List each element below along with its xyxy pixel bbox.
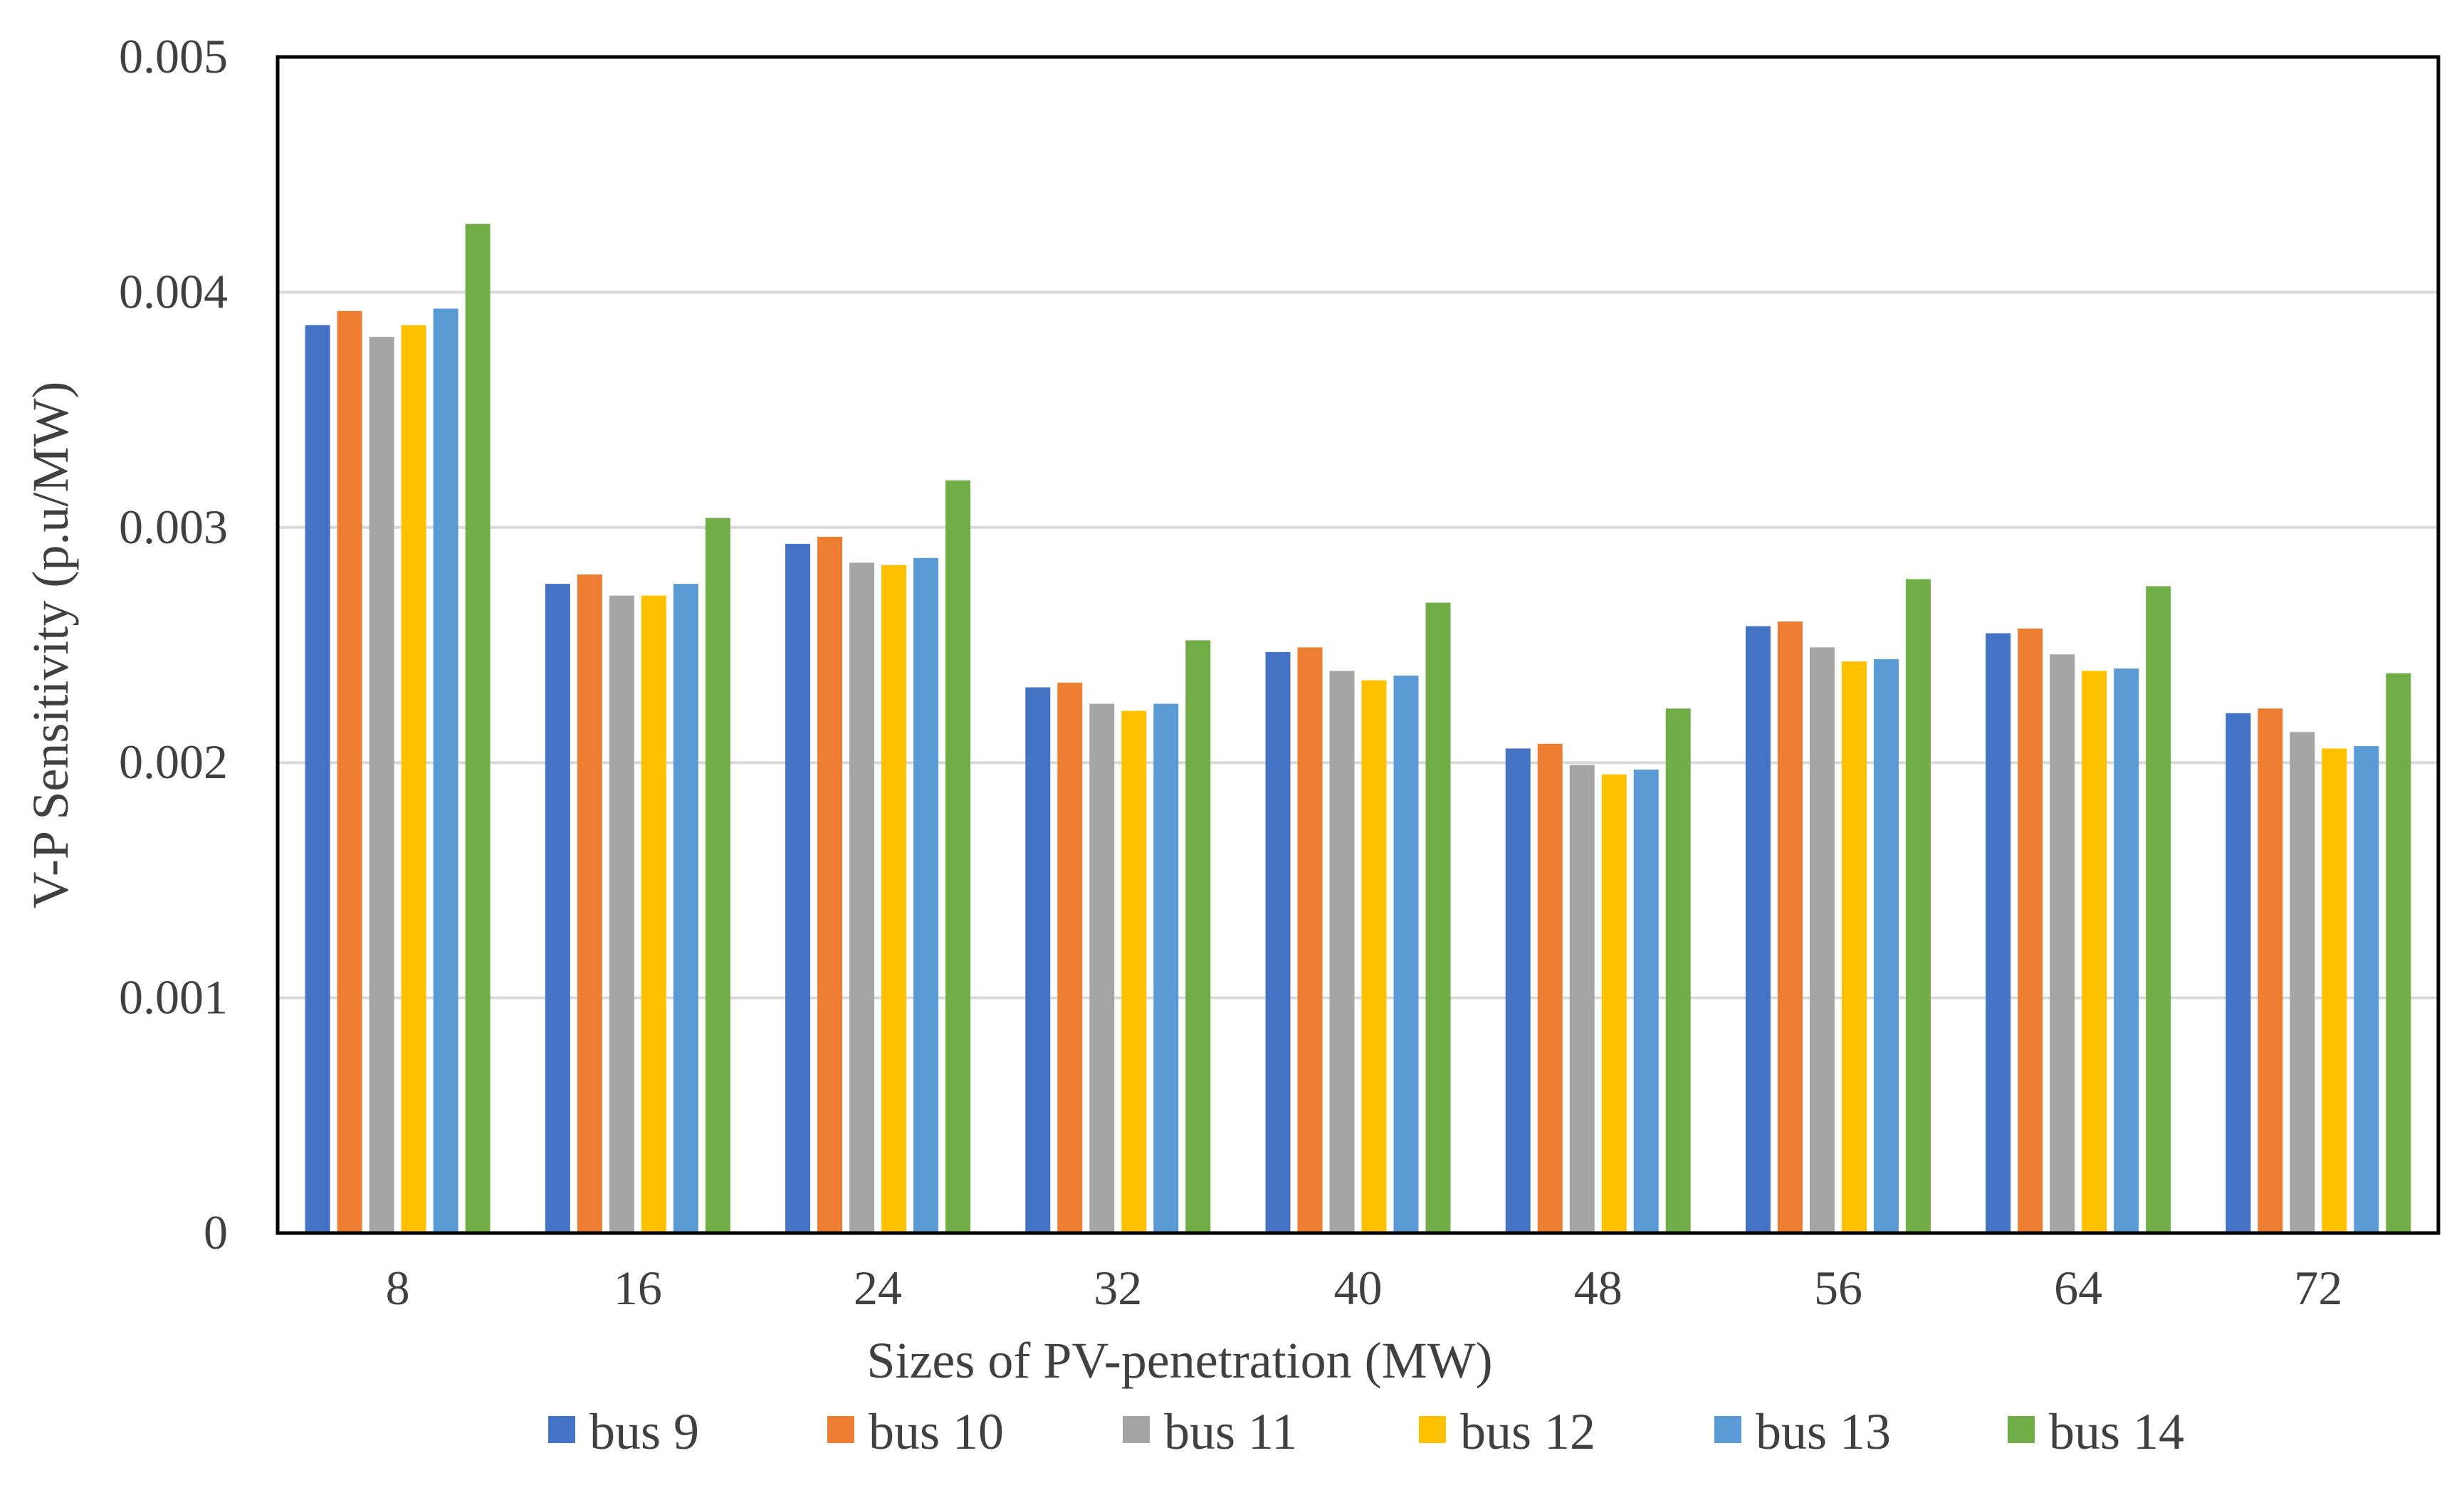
- bar-bus-11-40: [1329, 671, 1355, 1233]
- bar-bus-12-8: [401, 325, 426, 1233]
- bar-bus-10-56: [1777, 621, 1803, 1233]
- bar-bus-11-64: [2050, 654, 2075, 1233]
- legend-swatch-bus-12: [1419, 1416, 1446, 1443]
- bar-bus-14-48: [1665, 708, 1691, 1233]
- x-tick-label: 56: [1814, 1261, 1862, 1315]
- legend-label: bus 13: [1756, 1403, 1891, 1460]
- bar-bus-11-8: [369, 337, 394, 1233]
- y-axis-ticks: 0 0.001 0.002 0.003 0.004 0.005: [119, 29, 228, 1259]
- x-tick-label: 64: [2054, 1261, 2102, 1315]
- plot-area-frame: [276, 55, 2441, 1235]
- bar-bus-12-40: [1361, 680, 1387, 1233]
- bar-bus-12-16: [641, 595, 666, 1233]
- bar-bus-11-24: [849, 562, 875, 1233]
- bar-bus-10-40: [1297, 647, 1323, 1233]
- bar-bus-12-72: [2322, 748, 2347, 1233]
- x-tick-label: 24: [854, 1261, 902, 1315]
- bar-bus-14-56: [1905, 579, 1931, 1233]
- x-axis-ticks: 8 16 24 32 40 48 56 64 72: [386, 1261, 2343, 1315]
- bar-bus-9-24: [785, 543, 811, 1233]
- y-tick-label: 0.004: [119, 264, 228, 318]
- bar-bus-14-64: [2146, 586, 2171, 1233]
- bar-bus-9-56: [1745, 626, 1771, 1233]
- bar-bus-10-48: [1537, 743, 1563, 1233]
- legend-label: bus 14: [2049, 1403, 2184, 1460]
- bar-bus-10-72: [2258, 708, 2283, 1233]
- x-tick-label: 72: [2294, 1261, 2342, 1315]
- legend-swatch-bus-11: [1123, 1416, 1150, 1443]
- legend: bus 9 bus 10 bus 11 bus 12 bus 13 bus 14: [548, 1403, 2184, 1460]
- y-tick-label: 0.005: [119, 29, 228, 83]
- bar-bus-11-48: [1569, 765, 1595, 1233]
- bar-bus-14-8: [465, 224, 491, 1234]
- bar-bus-13-40: [1393, 675, 1419, 1233]
- bar-bus-9-64: [1986, 633, 2011, 1233]
- bar-bus-13-16: [673, 584, 698, 1233]
- bar-bus-14-16: [705, 518, 730, 1233]
- y-tick-label: 0.002: [119, 735, 228, 789]
- legend-swatch-bus-10: [827, 1416, 854, 1443]
- bar-bus-14-40: [1425, 602, 1451, 1233]
- bar-bus-11-16: [609, 595, 634, 1233]
- legend-label: bus 9: [589, 1403, 699, 1460]
- bar-bus-12-48: [1601, 774, 1627, 1233]
- bar-bus-9-48: [1505, 748, 1531, 1233]
- y-tick-label: 0.003: [119, 500, 228, 554]
- bar-bus-10-64: [2018, 628, 2043, 1233]
- bar-bus-12-32: [1121, 710, 1147, 1233]
- bar-bus-9-16: [545, 584, 570, 1233]
- x-tick-label: 32: [1094, 1261, 1142, 1315]
- bar-bus-12-24: [881, 565, 907, 1233]
- bar-bus-13-32: [1153, 703, 1179, 1233]
- bar-bus-12-64: [2082, 671, 2107, 1233]
- bar-bus-14-32: [1185, 640, 1211, 1233]
- bar-bus-13-64: [2114, 668, 2139, 1233]
- bar-bus-11-56: [1809, 647, 1835, 1233]
- bar-bus-13-24: [913, 557, 939, 1233]
- grid-lines: [278, 290, 2438, 1000]
- bar-bus-10-8: [337, 310, 362, 1233]
- bar-bus-12-56: [1841, 661, 1867, 1233]
- y-tick-label: 0.001: [119, 970, 228, 1024]
- x-tick-label: 48: [1574, 1261, 1622, 1315]
- bar-bus-13-8: [433, 308, 458, 1233]
- y-tick-label: 0: [204, 1205, 228, 1259]
- bars: [305, 224, 2411, 1234]
- legend-swatch-bus-13: [1714, 1416, 1741, 1443]
- bar-bus-10-16: [577, 574, 602, 1233]
- bar-bus-10-24: [817, 537, 843, 1233]
- legend-label: bus 10: [869, 1403, 1004, 1460]
- bar-bus-9-32: [1025, 687, 1051, 1233]
- x-tick-label: 8: [386, 1261, 410, 1315]
- bar-bus-9-72: [2226, 713, 2251, 1233]
- bar-bus-13-48: [1633, 770, 1659, 1233]
- x-tick-label: 40: [1334, 1261, 1383, 1315]
- bar-bus-13-56: [1873, 659, 1899, 1233]
- legend-swatch-bus-14: [2008, 1416, 2035, 1443]
- legend-swatch-bus-9: [548, 1416, 575, 1443]
- bar-bus-9-40: [1265, 651, 1291, 1233]
- bar-bus-11-32: [1089, 703, 1115, 1233]
- x-tick-label: 16: [614, 1261, 662, 1315]
- x-axis-title: Sizes of PV-penetration (MW): [866, 1332, 1492, 1389]
- legend-label: bus 12: [1460, 1403, 1595, 1460]
- bar-bus-11-72: [2290, 732, 2315, 1233]
- bar-bus-13-72: [2354, 746, 2379, 1233]
- bar-bus-14-24: [945, 480, 971, 1233]
- bar-bus-14-72: [2386, 673, 2411, 1233]
- y-axis-title: V-P Sensitivity (p.u/MW): [22, 382, 79, 909]
- bar-bus-10-32: [1057, 682, 1083, 1233]
- bar-bus-9-8: [305, 325, 330, 1233]
- legend-label: bus 11: [1164, 1403, 1297, 1460]
